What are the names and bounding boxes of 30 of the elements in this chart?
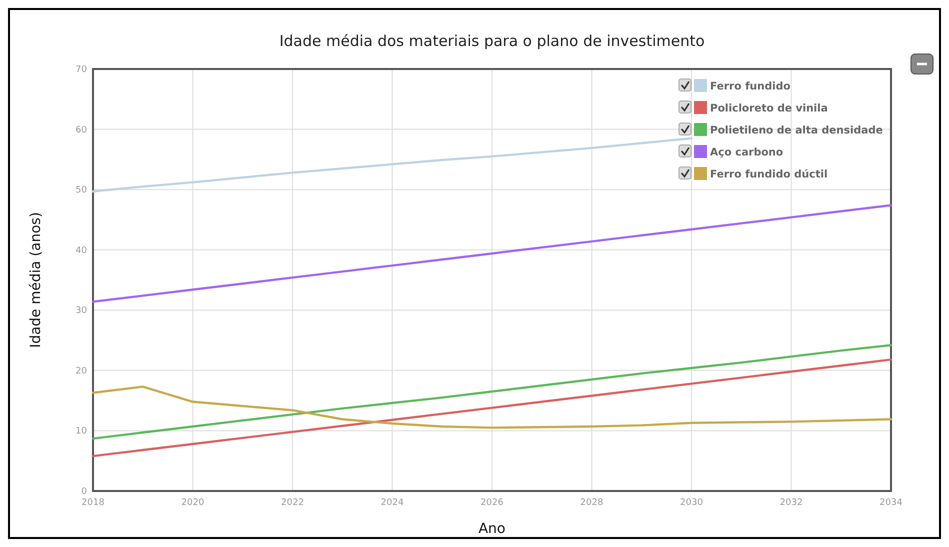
y-tick-label: 0 [81,487,88,497]
x-tick-label: 2032 [780,498,803,508]
x-tick-label: 2018 [82,498,105,508]
legend-label: Ferro fundido [710,80,790,92]
line-series [92,386,892,429]
line-series [92,358,892,458]
line-series [92,204,892,303]
y-axis-title: Idade média (anos) [28,212,44,348]
legend-label: Polietileno de alta densidade [710,124,883,136]
x-tick-label: 2034 [880,498,903,508]
legend-label: Aço carbono [710,146,784,158]
y-tick-label: 20 [76,366,88,376]
x-tick-label: 2020 [181,498,204,508]
y-tick-label: 60 [76,125,88,136]
legend-label: Policloreto de vinila [710,102,828,114]
y-tick-label: 70 [76,65,88,75]
line-series [92,137,693,192]
x-tick-label: 2028 [580,498,604,508]
x-tick-label: 2026 [480,498,504,508]
y-tick-label: 30 [76,306,88,316]
chart-title: Idade média dos materiais para o plano de investimento [279,32,705,50]
y-tick-label: 40 [76,246,88,256]
x-axis-title: Ano [478,521,506,537]
line-series [92,344,892,440]
x-tick-label: 2022 [281,498,304,508]
x-tick-label: 2024 [380,498,404,508]
x-tick-label: 2030 [680,498,704,508]
legend-label: Ferro fundido dúctil [710,168,828,180]
y-tick-label: 10 [76,426,88,437]
y-tick-label: 50 [76,186,88,196]
